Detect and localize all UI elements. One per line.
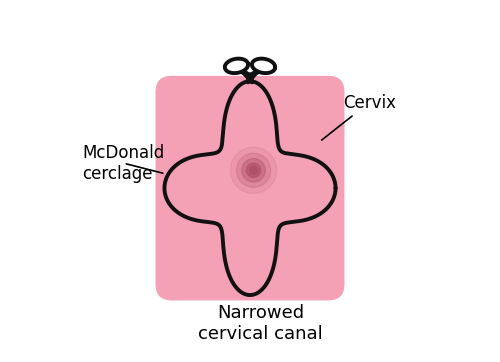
Circle shape — [230, 147, 276, 193]
Circle shape — [242, 159, 266, 182]
Text: Cervix: Cervix — [322, 94, 396, 140]
Text: McDonald
cerclage: McDonald cerclage — [82, 144, 164, 182]
Circle shape — [250, 167, 258, 174]
FancyBboxPatch shape — [156, 76, 344, 300]
Text: Narrowed
cervical canal: Narrowed cervical canal — [198, 304, 323, 343]
Circle shape — [246, 163, 260, 177]
Circle shape — [236, 153, 270, 188]
